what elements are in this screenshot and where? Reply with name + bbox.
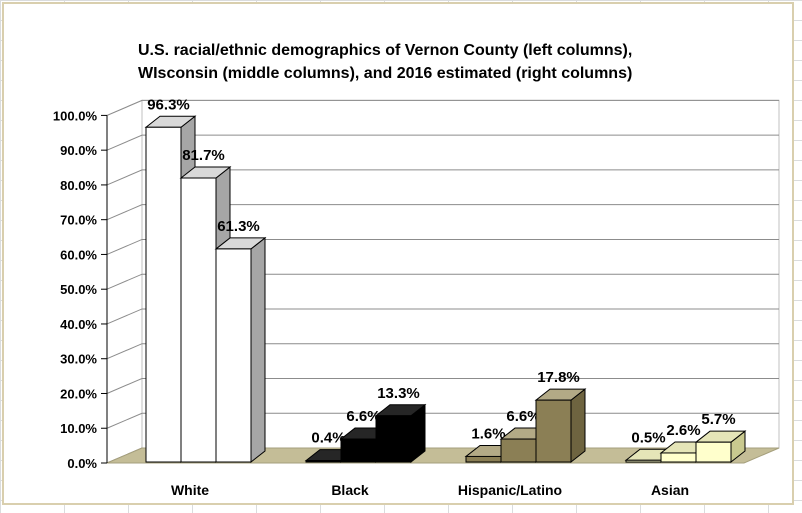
data-label: 13.3% [377, 385, 420, 402]
x-tick-label: Black [331, 482, 369, 498]
y-tick-label: 30.0% [60, 352, 97, 367]
gridline [106, 99, 779, 116]
bar [340, 438, 377, 463]
y-tick-label: 100.0% [53, 108, 98, 123]
data-label: 81.7% [182, 147, 225, 164]
bar [305, 460, 342, 463]
data-label: 1.6% [471, 425, 505, 442]
bar [465, 455, 502, 463]
bar [695, 441, 732, 463]
y-tick-label: 20.0% [60, 386, 97, 401]
bar [625, 459, 662, 463]
bar [535, 399, 572, 463]
gridline [106, 273, 779, 290]
data-label: 96.3% [147, 96, 190, 113]
bar-side [250, 236, 266, 464]
chart-title-line-1: U.S. racial/ethnic demographics of Verno… [138, 42, 632, 59]
data-label: 6.6% [506, 408, 540, 425]
y-tick-label: 60.0% [60, 247, 97, 262]
bar-chart: U.S. racial/ethnic demographics of Verno… [53, 42, 780, 498]
chart-area[interactable]: U.S. racial/ethnic demographics of Verno… [2, 2, 794, 505]
gridline [106, 238, 779, 255]
data-label: 5.7% [701, 411, 735, 428]
y-tick-label: 10.0% [60, 421, 97, 436]
gridline [106, 377, 779, 394]
gridline [106, 134, 779, 151]
y-tick-label: 50.0% [60, 282, 97, 297]
chart-floor [106, 447, 780, 464]
x-tick-label: Hispanic/Latino [458, 482, 562, 498]
bar [180, 177, 217, 463]
data-label: 61.3% [217, 218, 260, 235]
bar-side [570, 388, 586, 464]
chart-title-line-2: WIsconsin (middle columns), and 2016 est… [138, 65, 632, 82]
gridline [106, 343, 779, 360]
data-label: 0.4% [311, 430, 345, 447]
y-tick-label: 40.0% [60, 317, 97, 332]
data-label: 6.6% [346, 408, 380, 425]
gridline [106, 308, 779, 325]
data-label: 2.6% [666, 422, 700, 439]
gridline [106, 204, 779, 221]
data-label: 17.8% [537, 369, 580, 386]
bar [500, 438, 537, 463]
data-label: 0.5% [631, 429, 665, 446]
bar [145, 126, 182, 463]
x-tick-label: White [171, 482, 209, 498]
x-tick-label: Asian [651, 482, 689, 498]
y-tick-label: 0.0% [67, 456, 97, 471]
plot-area: 0.0% 10.0% 20.0% 30.0% 40.0% 50.0% 60.0% 70.0% 8… [53, 96, 780, 498]
y-tick-label: 80.0% [60, 178, 97, 193]
bar [660, 452, 697, 463]
bar [215, 248, 252, 463]
gridline [106, 169, 779, 186]
bar [375, 415, 412, 463]
y-tick-label: 70.0% [60, 213, 97, 228]
y-tick-label: 90.0% [60, 143, 97, 158]
